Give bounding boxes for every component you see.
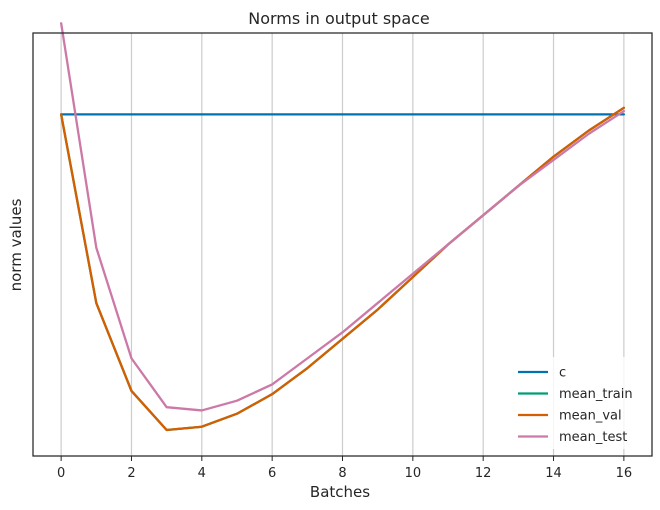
plot-area bbox=[59, 22, 626, 432]
x-tick-label: 8 bbox=[338, 466, 346, 481]
x-tick-label: 2 bbox=[127, 466, 135, 481]
legend-label: c bbox=[559, 366, 566, 381]
grid bbox=[60, 33, 625, 456]
legend: c mean_train mean_val mean_test bbox=[506, 357, 646, 449]
chart-title: Norms in output space bbox=[248, 9, 430, 28]
x-tick-label: 0 bbox=[57, 466, 65, 481]
x-tick-label: 6 bbox=[268, 466, 276, 481]
x-tick-label: 10 bbox=[405, 466, 422, 481]
legend-items: c mean_train mean_val mean_test bbox=[518, 366, 633, 445]
legend-label: mean_train bbox=[559, 387, 633, 402]
x-tick-label: 16 bbox=[616, 466, 633, 481]
x-tick-label: 12 bbox=[475, 466, 492, 481]
legend-label: mean_test bbox=[559, 430, 627, 445]
x-tick-label: 4 bbox=[198, 466, 206, 481]
x-axis-label: Batches bbox=[310, 483, 370, 501]
y-axis-label: norm values bbox=[7, 198, 25, 291]
series-line-mean-test bbox=[59, 22, 626, 412]
legend-label: mean_val bbox=[559, 409, 622, 424]
x-tick-label: 14 bbox=[545, 466, 562, 481]
x-axis-ticks: 0 2 4 6 8 10 12 14 16 bbox=[57, 456, 632, 481]
